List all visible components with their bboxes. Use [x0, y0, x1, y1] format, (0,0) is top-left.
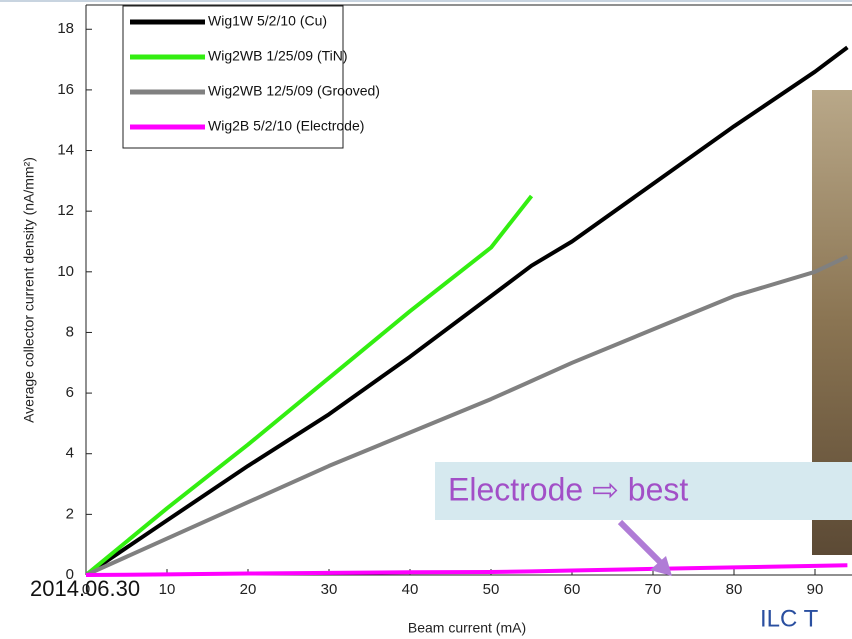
y-tick-label: 14 [57, 142, 74, 159]
y-tick-label: 18 [57, 20, 74, 37]
series-line [86, 254, 849, 577]
footer-label: ILC T [760, 605, 819, 632]
legend-label: Wig2WB 1/25/09 (TiN) [208, 48, 348, 64]
x-tick-label: 30 [321, 581, 338, 598]
x-tick-label: 60 [564, 581, 581, 598]
legend-label: Wig2B 5/2/10 (Electrode) [208, 118, 364, 134]
x-tick-label: 70 [645, 581, 662, 598]
legend-label: Wig2WB 12/5/09 (Grooved) [208, 83, 380, 99]
y-tick-label: 4 [66, 445, 74, 462]
series-line [86, 194, 534, 577]
x-axis-label: Beam current (mA) [408, 620, 526, 636]
x-tick-label: 50 [483, 581, 500, 598]
series-line [86, 45, 849, 577]
x-tick-label: 80 [726, 581, 743, 598]
x-tick-label: 20 [240, 581, 257, 598]
footer-date: 2014.06.30 [30, 576, 140, 601]
callout-arrowhead [650, 556, 672, 576]
y-tick-label: 0 [66, 566, 74, 583]
x-tick-label: 10 [159, 581, 176, 598]
y-tick-label: 10 [57, 263, 74, 280]
y-tick-label: 6 [66, 384, 74, 401]
legend-label: Wig1W 5/2/10 (Cu) [208, 13, 327, 29]
callout-text: Electrode ⇨ best [448, 471, 688, 507]
y-tick-label: 2 [66, 505, 74, 522]
y-tick-label: 8 [66, 323, 74, 340]
y-tick-label: 16 [57, 81, 74, 98]
x-tick-label: 40 [402, 581, 419, 598]
callout-arrow [617, 519, 667, 569]
y-tick-label: 12 [57, 202, 74, 219]
x-tick-label: 90 [807, 581, 824, 598]
x-tick-label: 0 [82, 581, 90, 598]
series-line [86, 563, 848, 577]
y-axis-label: Average collector current density (nA/mm… [21, 157, 37, 423]
legend-box [122, 5, 344, 149]
callout-box [435, 462, 852, 520]
